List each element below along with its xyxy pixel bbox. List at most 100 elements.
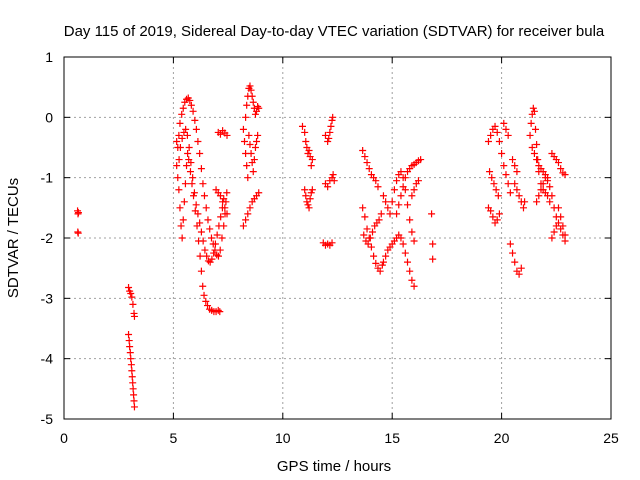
data-point <box>370 252 378 260</box>
data-point <box>199 282 207 290</box>
data-point <box>397 168 405 176</box>
data-point <box>129 379 137 387</box>
data-point <box>366 234 374 242</box>
data-point <box>406 216 414 224</box>
data-point <box>530 107 538 115</box>
data-point <box>537 186 545 194</box>
data-point <box>128 373 136 381</box>
data-point <box>301 186 309 194</box>
data-point <box>249 168 257 176</box>
data-point <box>500 162 508 170</box>
data-point <box>207 234 215 242</box>
data-point <box>126 343 134 351</box>
data-point <box>390 186 398 194</box>
data-point <box>214 252 222 260</box>
y-tick-label: -5 <box>41 411 54 427</box>
data-point <box>324 183 332 191</box>
data-point <box>372 177 380 185</box>
data-point <box>255 104 263 112</box>
data-point <box>509 249 517 257</box>
data-point <box>526 131 534 139</box>
data-point <box>393 177 401 185</box>
data-point <box>307 162 315 170</box>
data-point <box>506 189 514 197</box>
data-point <box>493 216 501 224</box>
data-point <box>554 204 562 212</box>
data-point <box>184 150 192 158</box>
data-point <box>177 222 185 230</box>
x-tick-label: 25 <box>603 430 619 446</box>
data-point <box>539 180 547 188</box>
data-point <box>196 150 204 158</box>
data-point <box>308 156 316 164</box>
data-point <box>513 186 521 194</box>
data-point <box>130 397 138 405</box>
data-point <box>326 128 334 136</box>
data-point <box>395 201 403 209</box>
data-point <box>223 210 231 218</box>
data-point <box>175 131 183 139</box>
data-point <box>180 198 188 206</box>
data-point <box>544 174 552 182</box>
chart-title: Day 115 of 2019, Sidereal Day-to-day VTE… <box>64 23 605 40</box>
data-point <box>513 168 521 176</box>
data-point <box>241 137 249 145</box>
data-point <box>408 228 416 236</box>
data-point <box>372 259 380 267</box>
data-point <box>502 171 510 179</box>
data-point <box>302 192 310 200</box>
data-point <box>244 174 252 182</box>
data-point <box>494 192 502 200</box>
data-point <box>410 282 418 290</box>
data-point <box>246 82 254 90</box>
y-tick-label: -4 <box>41 351 54 367</box>
data-point <box>125 337 133 345</box>
data-point <box>327 122 335 130</box>
data-point <box>306 195 314 203</box>
data-point <box>190 189 198 197</box>
plot-frame <box>63 56 612 420</box>
x-tick-label: 10 <box>275 430 291 446</box>
grid-layer <box>64 57 611 419</box>
data-point <box>187 159 195 167</box>
data-point <box>188 180 196 188</box>
data-point <box>197 267 205 275</box>
y-tick-label: -1 <box>41 170 54 186</box>
data-point <box>495 137 503 145</box>
data-point <box>223 189 231 197</box>
data-point <box>247 86 255 94</box>
data-point <box>515 270 523 278</box>
data-point <box>194 137 202 145</box>
data-point <box>410 186 418 194</box>
data-point <box>490 180 498 188</box>
data-point <box>186 168 194 176</box>
data-point <box>546 183 554 191</box>
data-point <box>197 165 205 173</box>
data-point <box>328 116 336 124</box>
data-point <box>173 162 181 170</box>
data-point <box>203 252 211 260</box>
data-point <box>220 195 228 203</box>
data-point <box>179 104 187 112</box>
data-point <box>428 210 436 218</box>
data-point <box>129 300 137 308</box>
data-point <box>182 125 190 133</box>
data-point <box>247 150 255 158</box>
data-point <box>196 219 204 227</box>
data-point <box>489 213 497 221</box>
data-point <box>216 192 224 200</box>
data-point <box>242 216 250 224</box>
data-point <box>404 201 412 209</box>
data-point <box>175 156 183 164</box>
x-tick-label: 5 <box>170 430 178 446</box>
data-point <box>561 231 569 239</box>
data-point <box>493 128 501 136</box>
data-point <box>129 385 137 393</box>
data-point <box>208 255 216 263</box>
data-point <box>404 258 412 266</box>
data-point <box>511 258 519 266</box>
data-point <box>382 252 390 260</box>
data-point <box>185 144 193 151</box>
data-point <box>495 210 503 218</box>
data-point <box>521 198 529 206</box>
